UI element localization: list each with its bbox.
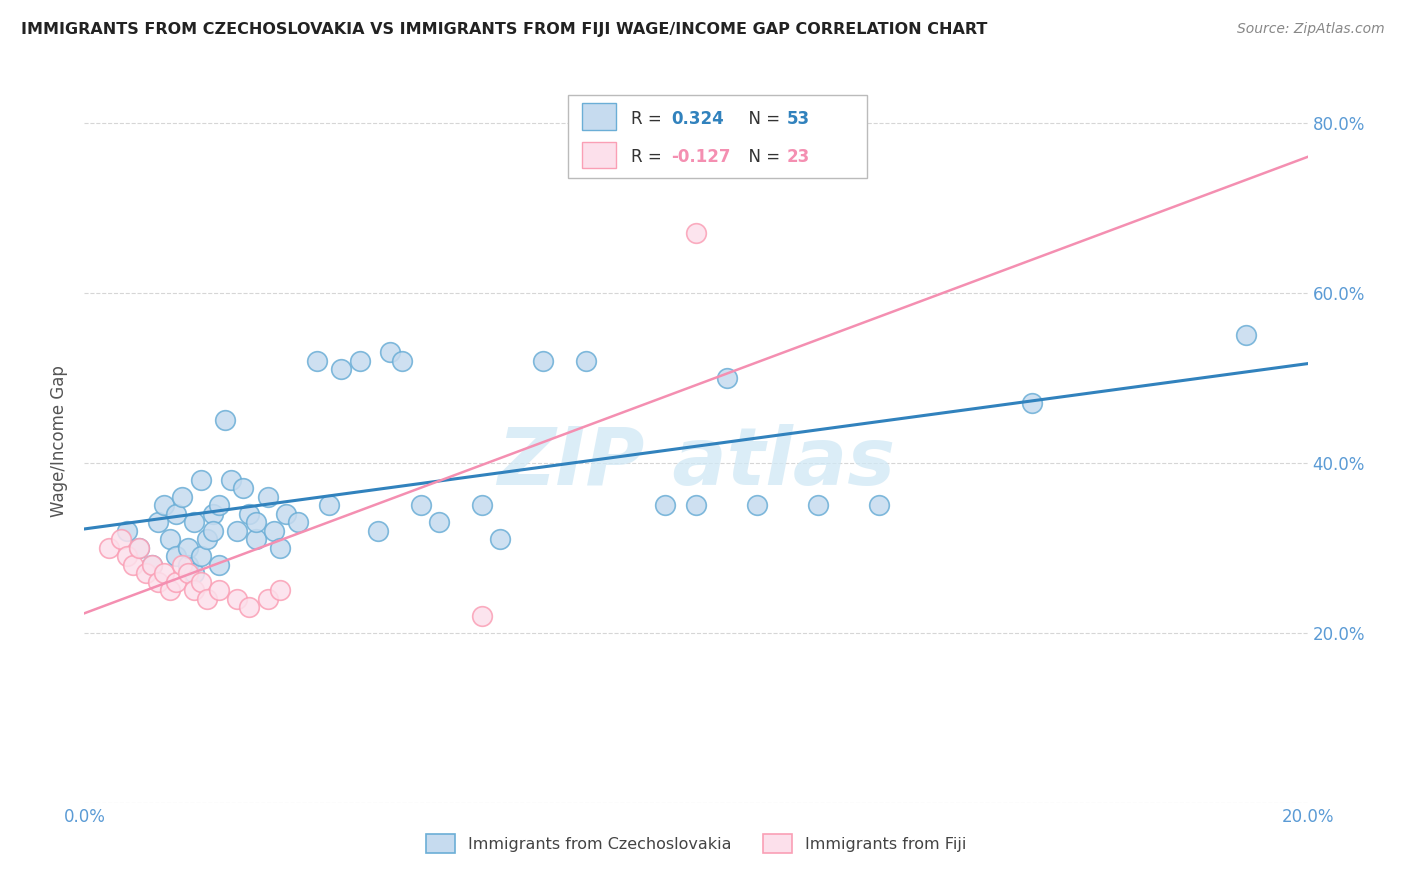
Point	[269, 541, 291, 555]
Point	[165, 549, 187, 564]
Point	[471, 608, 494, 623]
Point	[159, 533, 181, 547]
Point	[245, 533, 267, 547]
Legend: Immigrants from Czechoslovakia, Immigrants from Fiji: Immigrants from Czechoslovakia, Immigran…	[419, 828, 973, 860]
Point	[391, 353, 413, 368]
Point	[226, 524, 249, 538]
Text: N =: N =	[738, 110, 785, 128]
Y-axis label: Wage/Income Gap: Wage/Income Gap	[51, 366, 69, 517]
Point	[128, 541, 150, 555]
Text: -0.127: -0.127	[672, 148, 731, 166]
Point	[263, 524, 285, 538]
Point	[747, 498, 769, 512]
Point	[172, 558, 194, 572]
Point	[110, 533, 132, 547]
Point	[208, 558, 231, 572]
Point	[177, 558, 200, 572]
Point	[1021, 396, 1043, 410]
Text: Source: ZipAtlas.com: Source: ZipAtlas.com	[1237, 22, 1385, 37]
Point	[214, 413, 236, 427]
Point	[330, 362, 353, 376]
Point	[269, 583, 291, 598]
Point	[190, 473, 212, 487]
Point	[257, 591, 280, 606]
Point	[232, 481, 254, 495]
Point	[257, 490, 280, 504]
Point	[276, 507, 298, 521]
Point	[146, 574, 169, 589]
Point	[654, 498, 676, 512]
FancyBboxPatch shape	[582, 103, 616, 129]
Point	[141, 558, 163, 572]
Point	[208, 583, 231, 598]
Point	[685, 498, 707, 512]
Point	[807, 498, 830, 512]
Point	[141, 558, 163, 572]
Point	[201, 507, 224, 521]
Point	[97, 541, 120, 555]
FancyBboxPatch shape	[582, 142, 616, 168]
Point	[177, 566, 200, 581]
Point	[349, 353, 371, 368]
Point	[318, 498, 340, 512]
Point	[177, 541, 200, 555]
Text: R =: R =	[631, 148, 666, 166]
Point	[245, 516, 267, 530]
Point	[190, 574, 212, 589]
Point	[183, 583, 205, 598]
Point	[531, 353, 554, 368]
Point	[1236, 328, 1258, 343]
Point	[305, 353, 328, 368]
Text: ZIP atlas: ZIP atlas	[496, 425, 896, 502]
Point	[409, 498, 432, 512]
Text: R =: R =	[631, 110, 666, 128]
Point	[153, 566, 176, 581]
Point	[219, 473, 242, 487]
Point	[685, 227, 707, 241]
Point	[122, 558, 145, 572]
Point	[380, 345, 402, 359]
Point	[471, 498, 494, 512]
Point	[172, 490, 194, 504]
Text: 53: 53	[786, 110, 810, 128]
Point	[115, 524, 138, 538]
Point	[489, 533, 512, 547]
Point	[208, 498, 231, 512]
Point	[226, 591, 249, 606]
Point	[367, 524, 389, 538]
Point	[183, 566, 205, 581]
Text: N =: N =	[738, 148, 785, 166]
FancyBboxPatch shape	[568, 95, 868, 178]
Point	[128, 541, 150, 555]
Point	[238, 600, 260, 615]
Point	[115, 549, 138, 564]
Point	[716, 371, 738, 385]
Point	[165, 574, 187, 589]
Point	[869, 498, 891, 512]
Point	[201, 524, 224, 538]
Point	[287, 516, 309, 530]
Text: IMMIGRANTS FROM CZECHOSLOVAKIA VS IMMIGRANTS FROM FIJI WAGE/INCOME GAP CORRELATI: IMMIGRANTS FROM CZECHOSLOVAKIA VS IMMIGR…	[21, 22, 987, 37]
Text: 23: 23	[786, 148, 810, 166]
Point	[135, 566, 157, 581]
Point	[146, 516, 169, 530]
Point	[183, 516, 205, 530]
Point	[153, 498, 176, 512]
Point	[575, 353, 598, 368]
Point	[238, 507, 260, 521]
Point	[165, 507, 187, 521]
Point	[195, 533, 218, 547]
Point	[159, 583, 181, 598]
Point	[195, 591, 218, 606]
Point	[190, 549, 212, 564]
Text: 0.324: 0.324	[672, 110, 724, 128]
Point	[427, 516, 450, 530]
